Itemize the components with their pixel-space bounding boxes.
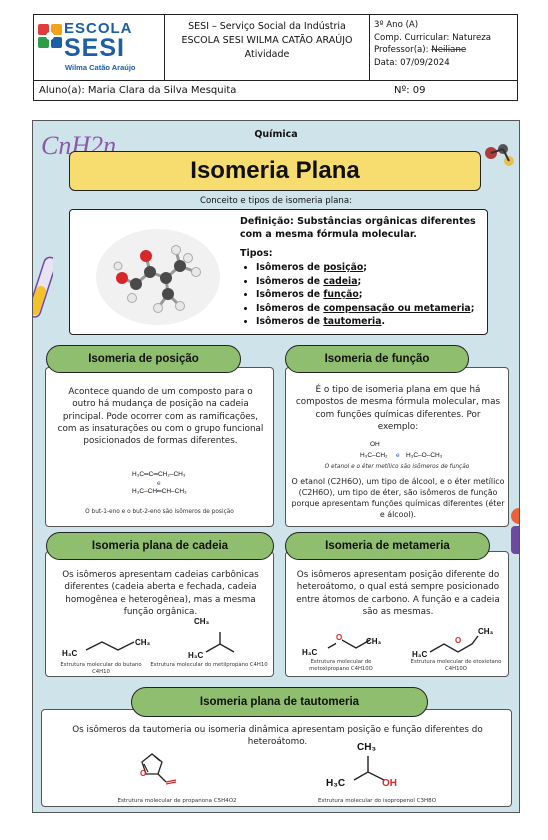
poster-title: Isomeria Plana [69, 151, 481, 191]
sesi-logo-icon [38, 24, 62, 48]
ethoxyethane-structure [429, 635, 479, 653]
list-item: Isômeros de cadeia; [256, 275, 474, 289]
definition-text: Definição: Substâncias orgânicas diferen… [240, 216, 476, 240]
position-isomerism-title: Isomeria de posição [46, 345, 241, 373]
tautomerism-card: Os isômeros da tautomeria ou isomeria di… [41, 709, 512, 807]
methoxypropane-h3c: H₃C [302, 648, 318, 657]
logo-text-school: Wilma Catão Araújo [65, 63, 136, 72]
date: Data: 07/09/2024 [374, 57, 450, 68]
methoxypropane-oxygen: O [336, 632, 343, 645]
teacher-line: Professor(a): Neiliane [374, 44, 519, 57]
test-tube-icon [33, 256, 53, 318]
logo-text-sesi: SESI [64, 34, 125, 62]
position-caption: O but-1-eno e o but-2-eno são isômeros d… [85, 509, 234, 515]
methoxypropane-caption: Estrutura molecular de metoxipropano C4H… [309, 659, 373, 672]
furfural-oxygen: O [140, 769, 147, 778]
formula-and: e [157, 480, 161, 487]
chain-text: Os isômeros apresentam cadeias carbônica… [62, 570, 259, 617]
methoxypropane-ch3: CH₃ [366, 637, 382, 646]
chain-isomerism-card: Os isômeros apresentam cadeias carbônica… [45, 551, 274, 677]
methylpropane-structure [205, 632, 235, 653]
methylpropane-caption: Estrutura molecular do metilpropano C4H1… [150, 662, 268, 668]
methylpropane-ch3: CH₃ [194, 617, 210, 626]
types-list: Isômeros de posição; Isômeros de cadeia;… [256, 261, 474, 329]
butane-caption: Estrutura molecular do butano C4H10 [60, 662, 142, 675]
grade: 3º Ano (A) [374, 20, 419, 30]
student-row: Aluno(a): Maria Clara da Silva Mesquita … [33, 81, 518, 101]
logo-text-escola: ESCOLA [64, 20, 133, 37]
metamerism-title: Isomeria de metameria [285, 532, 490, 560]
but1ene-formula: H₃C═C═CH₂–CH₃ [132, 471, 186, 478]
metamerism-card: Os isômeros apresentam posição diferente… [285, 551, 509, 677]
isopropenol-structure [353, 756, 385, 781]
position-text: Acontece quando de um composto para o ou… [57, 387, 264, 447]
function-caption: O etanol e o éter metílico são isômeros … [324, 464, 470, 470]
function-text: É o tipo de isomeria plana em que há com… [295, 385, 501, 432]
header-form: ESCOLA SESI Wilma Catão Araújo SESI – Se… [33, 14, 518, 81]
methoxypropane-structure [327, 639, 371, 649]
institution-cell: SESI – Serviço Social da Indústria ESCOL… [165, 15, 370, 80]
chemistry-flask-icon [485, 144, 514, 166]
student-number: Nº: 09 [394, 85, 426, 96]
ethoxyethane-ch3: CH₃ [478, 627, 494, 636]
definition-box: Definição: Substâncias orgânicas diferen… [69, 209, 488, 335]
butane-structure [85, 641, 135, 651]
list-item: Isômeros de função; [256, 288, 474, 302]
isopropenol-caption: Estrutura molecular do isopropenol C3H8O [318, 798, 436, 804]
list-item: Isômeros de tautomeria. [256, 315, 474, 329]
ethoxyethane-caption: Estrutura molecular de etoxietano C4H10O [410, 659, 502, 672]
school-name: ESCOLA SESI WILMA CATÃO ARAÚJO [181, 35, 353, 46]
list-item: Isômeros de compensação ou metameria; [256, 302, 474, 316]
but2ene-formula: H₃C–CH═CH–CH₃ [132, 488, 187, 495]
function-isomerism-card: É o tipo de isomeria plana em que há com… [285, 367, 509, 527]
furfural-structure [141, 753, 177, 785]
list-item: Isômeros de posição; [256, 261, 474, 275]
isopropenol-oh: OH [382, 778, 397, 789]
teacher-label: Professor(a): [374, 45, 432, 55]
chain-isomerism-title: Isomeria plana de cadeia [46, 532, 274, 560]
class-info-cell: 3º Ano (A) Comp. Curricular: Natureza Pr… [370, 15, 519, 80]
document-type: Atividade [244, 49, 290, 60]
butane-h3c: H₃C [62, 649, 78, 658]
ethanol-oh: OH [370, 441, 380, 448]
school-logo: ESCOLA SESI Wilma Catão Araújo [34, 15, 165, 80]
ethoxyethane-oxygen: O [455, 635, 462, 648]
curricular-component: Comp. Curricular: Natureza [374, 32, 492, 43]
function-text-2: O etanol (C2H6O), um tipo de álcool, e o… [291, 477, 505, 519]
teacher-name: Neiliane [431, 45, 467, 55]
isopropenol-h3c: H₃C [326, 778, 346, 789]
institution-name: SESI – Serviço Social da Indústria [188, 21, 346, 32]
formula-and: e [396, 452, 400, 459]
butane-ch3: CH₃ [135, 638, 151, 647]
types-title: Tipos: [240, 248, 273, 259]
metamerism-text: Os isômeros apresentam posição diferente… [296, 570, 500, 617]
ether-formula: H₃C–O–CH₃ [406, 452, 443, 459]
tautomerism-title: Isomeria plana de tautomeria [131, 687, 428, 717]
beaker-icon [511, 508, 519, 554]
molecule-3d-image [96, 229, 220, 325]
furfural-caption: Estrutura molecular de propanona C5H4O2 [117, 798, 237, 804]
student-name: Aluno(a): Maria Clara da Silva Mesquita [39, 85, 237, 96]
concept-label: Conceito e tipos de isomeria plana: [199, 196, 353, 206]
isomerism-poster: CnH2n Química Isomeria Plana Conceito e … [32, 120, 520, 813]
ethoxyethane-h3c: H₃C [412, 650, 428, 659]
isopropenol-ch3: CH₃ [357, 742, 377, 753]
ethanol-formula: H₃C–CH₂ [360, 452, 388, 459]
function-isomerism-title: Isomeria de função [285, 345, 469, 373]
methylpropane-h3c: H₃C [188, 651, 204, 660]
position-isomerism-card: Acontece quando de um composto para o ou… [45, 367, 274, 527]
subject-label: Química [254, 129, 298, 140]
tautomerism-text: Os isômeros da tautomeria ou isomeria di… [72, 725, 483, 748]
